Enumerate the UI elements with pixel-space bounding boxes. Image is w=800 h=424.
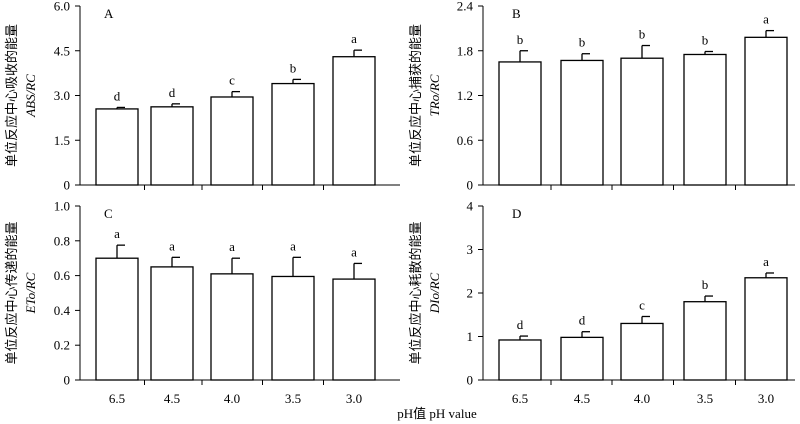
y-axis-subtitle: ABS/RC — [23, 74, 38, 118]
bar — [150, 266, 194, 381]
y-tick-label: 4.5 — [54, 43, 70, 58]
y-tick-label: 0.8 — [54, 233, 70, 248]
bar — [620, 57, 664, 186]
y-tick-label: 2 — [467, 286, 474, 301]
y-tick-label: 0 — [467, 373, 474, 388]
y-axis-subtitle: DIo/RC — [427, 272, 442, 314]
panel-letter: D — [512, 206, 521, 221]
panel-b: 0 0.6 1.2 1.8 2.4 b b b b a B 单位反应中心捕获的能量 TRo/RC — [408, 0, 795, 193]
significance-label: a — [169, 238, 175, 253]
y-axis-subtitle: TRo/RC — [427, 74, 442, 116]
significance-label: a — [763, 254, 769, 269]
y-tick-label: 0 — [64, 178, 71, 193]
y-tick-label: 0 — [64, 373, 71, 388]
x-tick-label: 3.5 — [697, 391, 713, 406]
y-axis-title: 单位反应中心传递的能量 — [4, 221, 19, 364]
significance-label: d — [579, 313, 586, 328]
bar — [498, 339, 542, 381]
x-tick-label: 6.5 — [109, 391, 125, 406]
significance-label: c — [639, 297, 645, 312]
bar — [271, 275, 315, 381]
panel-letter: C — [104, 206, 113, 221]
bar — [498, 61, 542, 186]
bar — [210, 273, 254, 381]
significance-label: a — [229, 239, 235, 254]
significance-label: a — [351, 244, 357, 259]
bar — [620, 322, 664, 381]
x-tick-label: 4.5 — [574, 391, 590, 406]
significance-label: d — [517, 317, 524, 332]
significance-label: a — [351, 31, 357, 46]
y-tick-label: 0.6 — [457, 133, 474, 148]
bar — [744, 277, 788, 381]
significance-label: b — [702, 277, 709, 292]
x-tick-label: 3.0 — [758, 391, 774, 406]
x-tick-label: 4.5 — [164, 391, 180, 406]
significance-label: a — [114, 226, 120, 241]
y-tick-label: 3.0 — [54, 88, 70, 103]
x-tick-label: 3.0 — [346, 391, 362, 406]
bar — [744, 36, 788, 186]
y-tick-label: 0 — [467, 178, 474, 193]
significance-label: b — [579, 35, 586, 50]
significance-label: b — [290, 60, 297, 75]
significance-label: a — [763, 12, 769, 27]
y-tick-label: 1 — [467, 329, 474, 344]
x-tick-label: 4.0 — [224, 391, 240, 406]
significance-label: b — [517, 32, 524, 47]
x-tick-label: 4.0 — [634, 391, 650, 406]
bar — [683, 301, 727, 381]
bar — [95, 257, 139, 381]
bar — [150, 106, 194, 186]
bar — [332, 56, 376, 186]
y-tick-label: 3 — [467, 242, 474, 257]
significance-label: d — [169, 85, 176, 100]
panel-letter: A — [104, 6, 114, 21]
significance-label: b — [639, 27, 646, 42]
y-axis-subtitle: ETo/RC — [23, 272, 38, 314]
y-tick-label: 2.4 — [457, 0, 474, 14]
bar — [683, 53, 727, 186]
y-tick-label: 0.4 — [54, 303, 71, 318]
significance-label: d — [114, 88, 121, 103]
panel-d: 0 1 2 3 4 d d c b a 6.5 4.5 4.0 3.5 3.0 D 单位反应中心耗散的能量 DIo… — [408, 199, 795, 406]
significance-label: c — [229, 73, 235, 88]
y-tick-label: 1.2 — [457, 88, 473, 103]
bar — [560, 336, 604, 381]
panel-a: 0 1.5 3.0 4.5 6.0 d d c b a A 单位反应中心吸收的能量 ABS/RC — [4, 0, 400, 193]
y-axis-title: 单位反应中心捕获的能量 — [408, 24, 423, 167]
bar — [95, 108, 139, 186]
y-tick-label: 6.0 — [54, 0, 70, 14]
significance-label: a — [290, 238, 296, 253]
x-tick-label: 3.5 — [285, 391, 301, 406]
y-tick-label: 1.0 — [54, 199, 70, 214]
y-tick-label: 0.6 — [54, 268, 71, 283]
bar — [332, 278, 376, 381]
panel-letter: B — [512, 6, 521, 21]
y-tick-label: 1.8 — [457, 43, 473, 58]
panel-c: 0 0.2 0.4 0.6 0.8 1.0 a a a a a 6.5 4.5 4.0 3.5 3.0 C 单位反… — [4, 199, 400, 406]
bar — [271, 82, 315, 186]
y-axis-title: 单位反应中心吸收的能量 — [4, 24, 19, 167]
y-tick-label: 0.2 — [54, 338, 70, 353]
significance-label: b — [702, 32, 709, 47]
y-tick-label: 1.5 — [54, 133, 70, 148]
bar — [210, 96, 254, 186]
y-tick-label: 4 — [467, 199, 474, 214]
x-tick-label: 6.5 — [512, 391, 528, 406]
x-axis-title: pH值 pH value — [397, 406, 477, 421]
y-axis-title: 单位反应中心耗散的能量 — [408, 221, 423, 364]
bar — [560, 59, 604, 186]
